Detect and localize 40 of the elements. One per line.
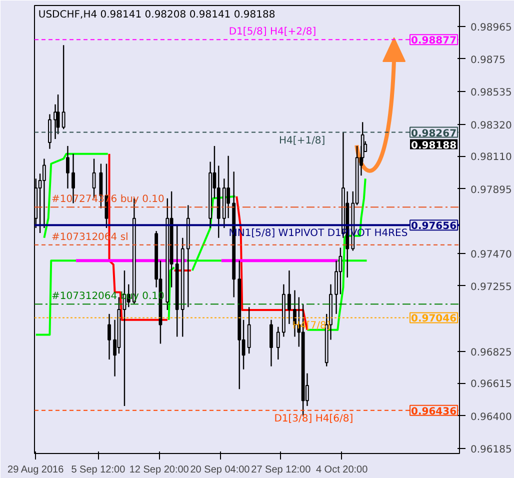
y-tick-label: 0.97255 bbox=[470, 282, 512, 293]
candlestick bbox=[56, 94, 60, 135]
candlestick bbox=[247, 306, 251, 354]
candlestick bbox=[276, 326, 280, 360]
candlestick bbox=[334, 260, 338, 315]
y-tick-label: 0.96825 bbox=[470, 347, 512, 358]
annotation: 0.97656 bbox=[411, 221, 457, 232]
y-tick-label: 0.98535 bbox=[470, 88, 512, 99]
y-tick-label: 0.9875 bbox=[470, 54, 506, 66]
x-tick-label: 27 Sep 12:00 bbox=[251, 464, 312, 476]
ref-line-label: D1[5/8] H4[+2/8] bbox=[228, 26, 316, 38]
y-tick-label: 0.98965 bbox=[470, 22, 512, 34]
candlestick bbox=[270, 319, 273, 367]
y-tick-label: 0.97895 bbox=[470, 184, 512, 196]
ref-line-label: H4[+1/8] bbox=[279, 135, 326, 146]
ref-line-label: D1[3/8] H4[6/8] bbox=[274, 413, 354, 424]
candlestick bbox=[66, 145, 70, 190]
x-tick-label: 4 Oct 20:00 bbox=[316, 464, 368, 476]
y-tick-label: 0.96400 bbox=[470, 412, 512, 423]
x-tick-label: 29 Aug 2016 bbox=[8, 464, 64, 476]
annotation: 0.98188 bbox=[411, 140, 457, 152]
candlestick bbox=[226, 155, 230, 219]
x-tick-label: 12 Sep 20:00 bbox=[129, 464, 190, 476]
annotation: 0.98877 bbox=[411, 36, 457, 47]
y-tick-label: 0.96615 bbox=[470, 379, 512, 390]
candlestick bbox=[288, 270, 291, 325]
annotation: 0.97046 bbox=[411, 314, 457, 325]
annotation: 0.96436 bbox=[411, 406, 457, 418]
annotation: 0.98267 bbox=[411, 128, 457, 140]
candlestick bbox=[42, 158, 46, 229]
candlestick bbox=[62, 44, 66, 130]
y-tick-label: 0.98320 bbox=[470, 120, 512, 132]
chart-title: USDCHF,H4 0.98141 0.98208 0.98141 0.98188 bbox=[38, 10, 276, 20]
y-tick-label: 0.97470 bbox=[470, 249, 512, 260]
x-tick-label: 5 Sep 12:00 bbox=[71, 464, 126, 476]
candlestick bbox=[108, 313, 111, 360]
x-tick-label: 20 Sep 04:00 bbox=[190, 464, 250, 476]
candlestick bbox=[48, 114, 52, 150]
y-tick-label: 0.96185 bbox=[470, 444, 512, 456]
y-tick-label: 0.98110 bbox=[470, 152, 512, 164]
